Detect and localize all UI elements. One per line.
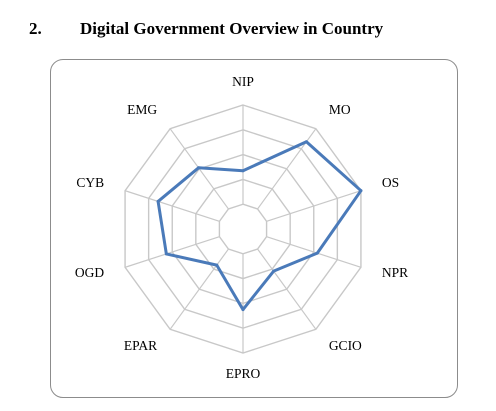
spoke-npr [266,236,362,268]
radar-axis-labels: NIP MO OS NPR GCIO EPRO EPAR OGD CYB EMG [75,74,408,381]
spoke-epar [169,248,229,330]
section-heading: 2. Digital Government Overview in Country [29,18,383,40]
axis-label-cyb: CYB [76,175,104,190]
section-title: Digital Government Overview in Country [80,19,384,38]
radar-series [156,140,363,312]
data-point-ogd [164,252,168,256]
data-point-cyb [156,199,160,203]
data-point-mo [304,140,308,144]
chart-frame [50,59,458,398]
grid-ring-1 [218,203,268,255]
axis-label-epar: EPAR [124,338,157,353]
data-point-os [359,189,363,193]
axis-label-emg: EMG [127,102,157,117]
data-point-nip [241,169,245,173]
axis-label-npr: NPR [382,265,408,280]
data-point-emg [197,166,201,170]
data-point-epar [215,263,219,267]
axis-label-epro: EPRO [226,366,261,381]
axis-label-nip: NIP [232,74,254,89]
series-line-1 [156,140,363,312]
spoke-ogd [124,236,220,268]
data-point-epro [241,308,245,312]
data-point-npr [315,251,319,255]
axis-label-mo: MO [329,102,351,117]
spoke-os [266,190,362,222]
spoke-gcio [257,248,317,330]
spoke-cyb [124,190,220,222]
axis-label-gcio: GCIO [329,338,362,353]
axis-label-ogd: OGD [75,265,104,280]
data-point-gcio [272,269,276,273]
radar-spokes [124,105,362,353]
axis-label-os: OS [382,175,399,190]
section-number: 2. [29,19,42,38]
